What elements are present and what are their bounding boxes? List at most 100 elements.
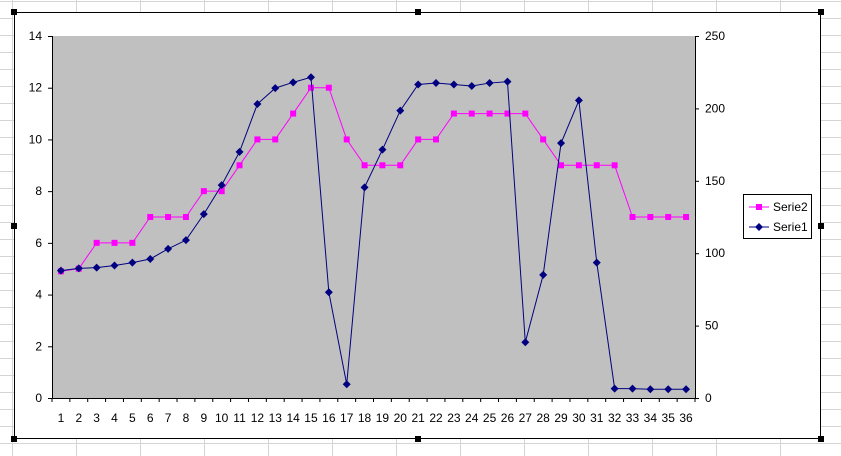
legend[interactable]: Serie2 Serie1 <box>743 194 812 239</box>
data-point <box>379 162 386 169</box>
data-point <box>146 254 155 263</box>
data-point <box>235 147 244 156</box>
data-point <box>646 385 655 394</box>
x-tick-label: 16 <box>322 411 336 425</box>
left-tick-label: 6 <box>35 236 42 250</box>
data-point <box>74 264 83 273</box>
selection-handle-bottom-left[interactable] <box>11 436 17 442</box>
data-point <box>575 162 582 169</box>
data-point <box>218 188 225 195</box>
x-tick-label: 4 <box>111 411 118 425</box>
x-tick-label: 17 <box>340 411 354 425</box>
x-tick-label: 33 <box>626 411 640 425</box>
x-tick-label: 35 <box>662 411 676 425</box>
x-tick-label: 10 <box>215 411 229 425</box>
data-point <box>450 110 457 117</box>
x-tick-label: 25 <box>483 411 497 425</box>
x-tick-label: 32 <box>608 411 622 425</box>
x-tick-label: 24 <box>465 411 479 425</box>
x-tick-label: 19 <box>376 411 390 425</box>
legend-label: Serie2 <box>773 200 808 214</box>
data-point <box>272 136 279 143</box>
data-point <box>289 78 298 87</box>
selection-handle-bottom-mid[interactable] <box>415 436 421 442</box>
data-point <box>164 244 173 253</box>
data-point <box>539 270 548 279</box>
right-tick-label: 150 <box>705 174 725 188</box>
chart-frame[interactable]: 0 2 4 6 8 10 12 14 0 50 100 150 200 250 1 2 3 4 5 6 7 8 9 10 11 1… <box>14 12 821 439</box>
data-point <box>415 136 422 143</box>
data-point <box>199 210 208 219</box>
x-tick-label: 22 <box>429 411 443 425</box>
data-point <box>92 263 101 272</box>
data-point <box>360 183 369 192</box>
data-point <box>306 73 315 82</box>
right-tick-label: 0 <box>705 391 712 405</box>
x-tick-label: 23 <box>447 411 461 425</box>
data-point <box>433 136 440 143</box>
legend-label: Serie1 <box>773 220 808 234</box>
data-point <box>93 239 100 246</box>
data-point <box>378 145 387 154</box>
x-tick-label: 36 <box>679 411 693 425</box>
x-tick-label: 26 <box>501 411 515 425</box>
data-point <box>165 214 172 220</box>
x-tick-label: 21 <box>411 411 425 425</box>
left-tick-label: 8 <box>35 184 42 198</box>
legend-marker <box>756 204 762 210</box>
legend-entry: Serie2 <box>749 200 808 214</box>
data-point <box>397 162 404 169</box>
selection-handle-mid-left[interactable] <box>11 223 17 229</box>
selection-handle-bottom-right[interactable] <box>818 436 824 442</box>
selection-handle-mid-right[interactable] <box>818 223 824 229</box>
data-point <box>485 79 494 88</box>
left-tick-label: 0 <box>35 391 42 405</box>
x-tick-label: 7 <box>165 411 172 425</box>
series-layer <box>56 73 691 394</box>
x-tick-label: 5 <box>129 411 136 425</box>
x-tick-label: 18 <box>358 411 372 425</box>
data-point <box>181 236 190 245</box>
x-tick-label: 11 <box>233 411 246 425</box>
x-tick-label: 31 <box>590 411 604 425</box>
data-point <box>307 84 314 91</box>
data-point <box>610 384 619 393</box>
x-tick-label: 14 <box>286 411 300 425</box>
data-point <box>290 110 297 117</box>
data-point <box>504 110 511 117</box>
data-point <box>682 385 691 394</box>
x-tick-label: 2 <box>75 411 82 425</box>
selection-handle-top-right[interactable] <box>818 9 824 15</box>
x-tick-label: 20 <box>394 411 408 425</box>
data-point <box>629 214 636 220</box>
data-point <box>343 136 350 143</box>
x-tick-label: 27 <box>519 411 533 425</box>
data-point <box>611 162 618 169</box>
selection-handle-top-left[interactable] <box>11 9 17 15</box>
left-tick-label: 4 <box>35 288 42 302</box>
data-point <box>540 136 547 143</box>
data-point <box>129 239 136 246</box>
data-point <box>628 384 637 393</box>
data-point <box>361 162 368 169</box>
series-line <box>60 76 687 390</box>
data-point <box>217 181 226 190</box>
data-point <box>324 288 333 297</box>
selection-handle-top-mid[interactable] <box>415 9 421 15</box>
data-point <box>271 84 280 93</box>
data-point <box>342 380 351 389</box>
data-point <box>647 214 654 220</box>
x-tick-label: 9 <box>200 411 207 425</box>
data-point <box>665 214 672 220</box>
data-point <box>200 188 207 195</box>
x-tick-label: 3 <box>93 411 100 425</box>
data-point <box>574 96 583 105</box>
right-tick-label: 200 <box>705 101 725 115</box>
data-point <box>449 80 458 89</box>
left-tick-label: 12 <box>29 81 43 95</box>
data-point <box>683 214 690 220</box>
x-tick-label: 13 <box>269 411 283 425</box>
right-tick-label: 100 <box>705 246 725 260</box>
